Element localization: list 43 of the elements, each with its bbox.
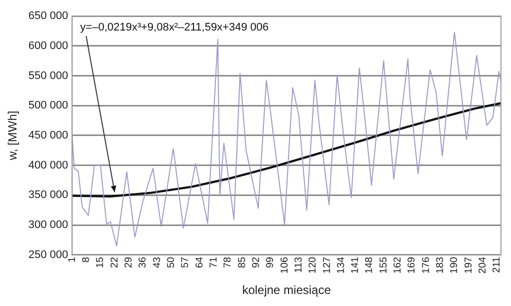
annotation: y=–0,0219x³+9,08x²–211,59x+349 006 xyxy=(80,22,269,34)
x-tick-label: 190 xyxy=(449,256,460,274)
x-tick-label: 155 xyxy=(378,256,390,274)
x-tick-label: 57 xyxy=(180,256,192,268)
y-tick-label: 400 000 xyxy=(28,159,68,172)
x-tick-label: 15 xyxy=(95,256,106,268)
x-tick-label: 204 xyxy=(478,256,488,274)
x-tick-label: 106 xyxy=(279,256,290,274)
x-tick-label: 78 xyxy=(222,256,234,268)
x-axis-title: kolejne miesiące xyxy=(242,283,332,298)
y-axis-title: w, [MWh] xyxy=(6,110,20,162)
x-tick-label: 169 xyxy=(406,256,418,274)
x-tick-label: 36 xyxy=(138,256,149,268)
y-tick-label: 550 000 xyxy=(28,70,68,82)
y-tick-label: 650 000 xyxy=(28,10,68,22)
x-tick-label: 141 xyxy=(350,256,362,274)
x-tick-label: 183 xyxy=(435,256,446,274)
x-tick-label: 8 xyxy=(81,256,92,262)
y-tick-label: 450 000 xyxy=(28,129,68,142)
x-tick-label: 113 xyxy=(293,256,304,273)
x-tick-label: 176 xyxy=(420,256,432,274)
y-tick-label: 300 000 xyxy=(28,219,68,232)
x-tick-label: 43 xyxy=(152,256,163,268)
x-tick-label: 162 xyxy=(392,256,404,274)
y-tick-label: 500 000 xyxy=(28,100,68,112)
x-tick-label: 127 xyxy=(322,256,333,274)
x-tick-label: 148 xyxy=(364,256,376,274)
x-tick-label: 71 xyxy=(208,256,220,268)
y-tick-label: 600 000 xyxy=(28,40,68,52)
y-tick-label: 350 000 xyxy=(28,189,68,202)
x-tick-label: 99 xyxy=(265,256,276,268)
x-tick-label: 85 xyxy=(236,256,248,268)
x-tick-label: 50 xyxy=(166,256,178,268)
x-tick-label: 29 xyxy=(124,256,135,268)
x-tick-label: 120 xyxy=(308,256,319,274)
x-tick-label: 211 xyxy=(492,256,503,273)
x-tick-label: 1 xyxy=(66,256,78,262)
x-tick-label: 92 xyxy=(250,256,262,268)
y-tick-label: 250 000 xyxy=(28,248,68,261)
x-tick-label: 22 xyxy=(109,256,120,268)
x-tick-label: 134 xyxy=(336,256,347,274)
x-tick-label: 197 xyxy=(463,256,474,274)
x-tick-label: 64 xyxy=(194,256,206,268)
